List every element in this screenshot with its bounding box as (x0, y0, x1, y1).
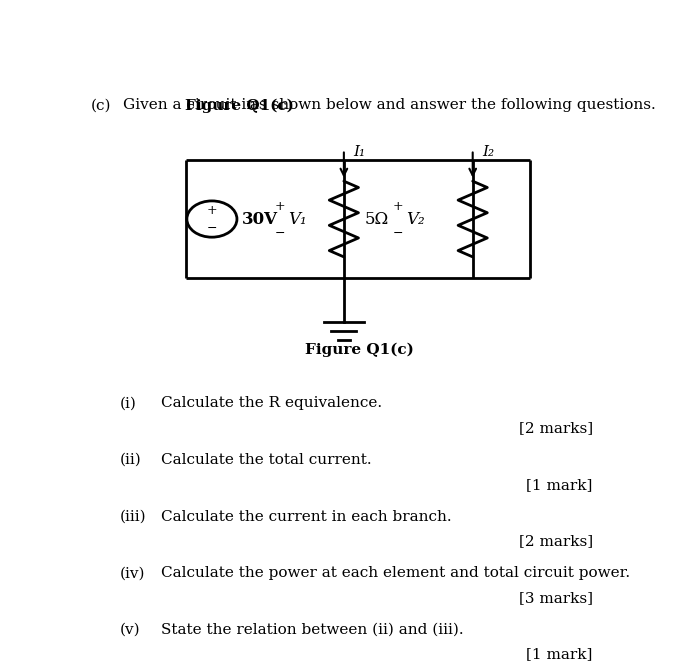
Text: as shown below and answer the following questions.: as shown below and answer the following … (245, 98, 656, 112)
Text: +: + (275, 200, 285, 212)
Text: Calculate the current in each branch.: Calculate the current in each branch. (162, 510, 452, 524)
Text: (v): (v) (120, 623, 140, 637)
Text: −: − (207, 222, 217, 234)
Text: [1 mark]: [1 mark] (526, 647, 593, 661)
Text: Calculate the total current.: Calculate the total current. (162, 453, 372, 467)
Text: V₁: V₁ (288, 210, 306, 228)
Text: (iii): (iii) (120, 510, 146, 524)
Text: I₂: I₂ (482, 145, 494, 159)
Text: Given a circuit in: Given a circuit in (123, 98, 261, 112)
Text: −: − (275, 227, 285, 240)
Text: State the relation between (ii) and (iii).: State the relation between (ii) and (iii… (162, 623, 464, 637)
Text: (ii): (ii) (120, 453, 141, 467)
Text: V₂: V₂ (406, 210, 424, 228)
Text: Calculate the power at each element and total circuit power.: Calculate the power at each element and … (162, 566, 631, 580)
Text: I₁: I₁ (353, 145, 365, 159)
Text: Figure Q1(c): Figure Q1(c) (305, 343, 413, 357)
Text: −: − (392, 227, 403, 240)
Text: (i): (i) (120, 397, 137, 411)
Text: 30V: 30V (242, 210, 278, 228)
Text: +: + (392, 200, 403, 212)
Text: [2 marks]: [2 marks] (518, 422, 593, 435)
Text: [3 marks]: [3 marks] (519, 591, 593, 605)
Text: Calculate the R equivalence.: Calculate the R equivalence. (162, 397, 382, 411)
Text: +: + (207, 204, 217, 216)
Text: Figure Q1(c): Figure Q1(c) (185, 98, 293, 112)
Text: [1 mark]: [1 mark] (526, 478, 593, 492)
Text: 5Ω: 5Ω (365, 210, 389, 228)
Text: [2 marks]: [2 marks] (518, 534, 593, 548)
Text: (c): (c) (90, 98, 111, 112)
Text: (iv): (iv) (120, 566, 145, 580)
